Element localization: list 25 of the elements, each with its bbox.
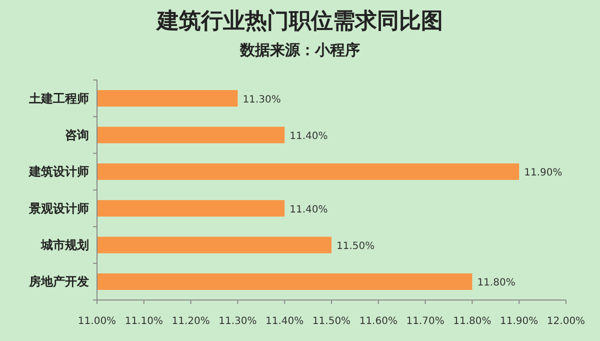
chart-title: 建筑行业热门职位需求同比图: [155, 8, 443, 34]
y-tick-label: 土建工程师: [28, 91, 89, 106]
x-tick-label: 11.60%: [359, 316, 398, 327]
x-tick-label: 11.30%: [218, 316, 257, 327]
x-tick-label: 11.70%: [406, 316, 444, 327]
y-tick-label: 房地产开发: [28, 274, 89, 289]
x-tick-label: 11.40%: [266, 316, 304, 327]
x-tick-label: 11.90%: [500, 316, 538, 327]
x-tick-label: 11.80%: [453, 316, 492, 327]
data-label: 11.80%: [477, 278, 516, 289]
data-label: 11.40%: [290, 204, 328, 216]
x-tick-label: 11.20%: [172, 316, 210, 327]
y-tick-label: 咨询: [65, 128, 89, 142]
data-label: 11.30%: [242, 94, 281, 106]
x-tick-label: 11.00%: [78, 316, 116, 327]
data-label: 11.50%: [336, 241, 375, 252]
x-tick-label: 12.00%: [546, 316, 586, 327]
data-label: 11.90%: [524, 168, 562, 179]
chart-subtitle: 数据来源：小程序: [239, 41, 360, 59]
y-tick-label: 景观设计师: [28, 201, 89, 216]
y-tick-label: 城市规划: [40, 238, 89, 252]
x-tick-label: 11.50%: [312, 316, 351, 327]
data-label: 11.40%: [290, 131, 328, 142]
y-tick-label: 建筑设计师: [28, 164, 89, 179]
x-tick-label: 11.10%: [124, 316, 163, 327]
